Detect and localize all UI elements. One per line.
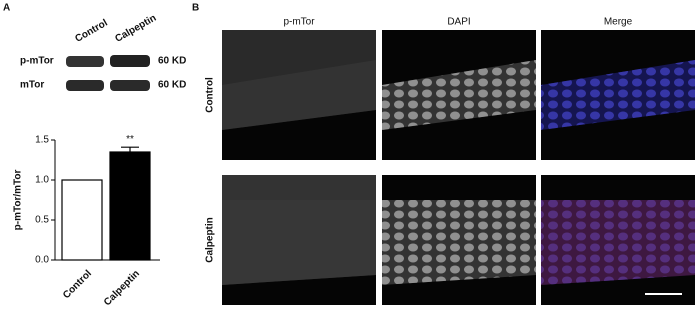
x-tick-label: Control <box>61 268 94 301</box>
panel-label: A <box>3 3 10 14</box>
error-bar <box>121 146 139 152</box>
y-tick-label: 0.0 <box>35 255 49 266</box>
row-label: Control <box>205 77 216 113</box>
blot-band <box>66 56 104 67</box>
bar <box>61 179 103 261</box>
y-tick-label: 1.0 <box>35 175 49 186</box>
column-header: DAPI <box>447 17 470 28</box>
blot-band <box>110 80 150 91</box>
y-axis-label: p-mTor/mTor <box>13 170 24 231</box>
stain <box>541 200 695 285</box>
column-header: p-mTor <box>283 17 315 28</box>
blot-band <box>110 55 150 67</box>
tissue <box>222 200 376 285</box>
blot-row-label: p-mTor <box>20 56 54 67</box>
blot-row-label: mTor <box>20 80 44 91</box>
tissue <box>541 60 695 130</box>
tissue <box>222 60 376 130</box>
y-tick-label: 1.5 <box>35 135 49 146</box>
row-label: Calpeptin <box>205 217 216 263</box>
y-tick-label: 0.5 <box>35 215 49 226</box>
lane-label: Calpeptin <box>113 13 158 45</box>
tissue <box>382 60 536 130</box>
blot-size-label: 60 KD <box>158 80 186 91</box>
x-tick-label: Calpeptin <box>102 268 142 308</box>
bar <box>109 151 151 261</box>
significance: ** <box>126 134 134 145</box>
tissue <box>382 200 536 285</box>
column-header: Merge <box>604 17 633 28</box>
blot-band <box>66 80 104 91</box>
blot-size-label: 60 KD <box>158 56 186 67</box>
lane-label: Control <box>73 17 109 44</box>
panel-label: B <box>192 3 199 14</box>
tissue <box>541 200 695 285</box>
